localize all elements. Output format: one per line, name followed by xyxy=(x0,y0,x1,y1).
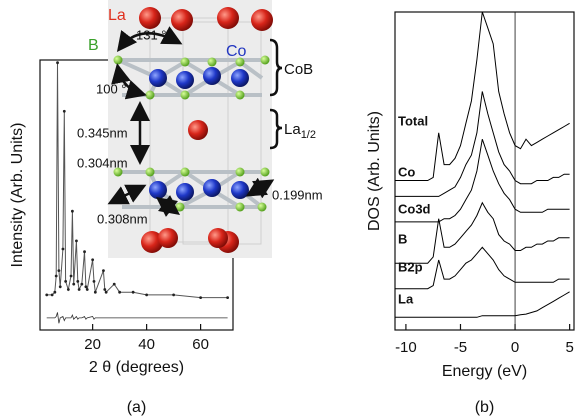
distance-label: 0.304nm xyxy=(77,155,128,170)
data-point xyxy=(84,285,88,289)
data-point xyxy=(226,296,230,299)
data-line xyxy=(395,139,570,223)
layer-label: CoB xyxy=(284,61,313,78)
series-label: Co xyxy=(398,164,415,179)
layer-label-main: La xyxy=(284,121,301,138)
angle-label: 131 ° xyxy=(136,27,167,42)
y-axis-label: DOS (Arb. Units) xyxy=(366,111,383,231)
data-point xyxy=(131,290,135,294)
x-axis-label: 2 θ (degrees) xyxy=(89,359,184,376)
data-point xyxy=(56,61,59,65)
co-atoms xyxy=(149,67,249,201)
panel-label: (a) xyxy=(127,399,147,416)
series-label: Co3d xyxy=(398,201,431,216)
data-point xyxy=(50,293,54,297)
data-point xyxy=(70,209,74,213)
la-atoms xyxy=(139,7,273,253)
layer-label: La1/2 xyxy=(284,121,316,141)
data-point xyxy=(69,274,73,278)
x-tick-label: 60 xyxy=(192,336,209,353)
data-point xyxy=(91,258,95,262)
data-point xyxy=(83,250,86,254)
arrows xyxy=(107,26,283,217)
x-tick-label: 0 xyxy=(511,339,519,356)
angle-label: 100 ° xyxy=(96,81,127,96)
crystal-structure: La B Co 131 ° 100 ° CoB La1/2 0.345nm 0.… xyxy=(77,0,323,258)
plot-frame xyxy=(394,11,575,331)
data-point xyxy=(118,290,122,294)
data-point xyxy=(57,269,61,272)
distance-label: 0.199nm xyxy=(272,187,323,202)
data-point xyxy=(92,280,96,283)
data-point xyxy=(53,290,57,294)
y-axis-label: Intensity (Arb. Units) xyxy=(9,123,26,268)
panel-label: (b) xyxy=(475,399,495,416)
data-point xyxy=(85,288,89,291)
data-line xyxy=(395,91,570,197)
x-tick-label: -10 xyxy=(395,339,417,356)
data-point xyxy=(76,280,80,283)
data-point xyxy=(77,288,81,291)
x-tick-label: 5 xyxy=(565,339,573,356)
data-point xyxy=(75,239,78,243)
x-tick-label: -5 xyxy=(454,339,467,356)
series-label: Total xyxy=(398,113,428,128)
x-axis-label: Energy (eV) xyxy=(442,363,527,380)
data-point xyxy=(172,293,176,297)
data-point xyxy=(62,109,66,113)
data-line xyxy=(395,201,570,264)
x-tick-label: 20 xyxy=(84,336,101,353)
data-point xyxy=(112,282,116,286)
data-point xyxy=(145,293,149,297)
data-point xyxy=(93,290,97,294)
data-line xyxy=(395,246,570,290)
data-point xyxy=(104,290,108,294)
data-point xyxy=(103,288,107,291)
data-point xyxy=(66,288,70,291)
cob-bracket xyxy=(269,38,283,97)
b-label: B xyxy=(88,37,99,54)
panel-b: -10 -5 0 5 Total Co Co3d B B2p La Energy (eV) DOS (… xyxy=(366,11,575,416)
data-point xyxy=(72,282,76,286)
data-point xyxy=(54,274,58,278)
series-label: B xyxy=(398,231,407,246)
data-point xyxy=(80,282,84,286)
data-line xyxy=(395,12,570,181)
data-point xyxy=(45,293,49,297)
panel-a: 20 40 60 2 θ (degrees) Intensity (Arb. Units… xyxy=(9,59,234,416)
b-atoms xyxy=(113,55,270,212)
data-point xyxy=(61,247,65,251)
data-line xyxy=(46,62,228,299)
la-label: La xyxy=(108,7,126,24)
distance-label: 0.345nm xyxy=(77,125,128,140)
co-label: Co xyxy=(226,43,247,60)
distance-label: 0.308nm xyxy=(97,211,148,226)
data-point xyxy=(64,280,68,283)
series-label: La xyxy=(398,291,414,306)
data-point xyxy=(58,285,62,289)
data-line xyxy=(46,312,228,324)
data-point xyxy=(102,269,105,272)
x-tick-label: 40 xyxy=(138,336,155,353)
la-bracket xyxy=(269,108,283,150)
data-point xyxy=(199,296,203,299)
data-line xyxy=(395,291,570,318)
layer-label-sub: 1/2 xyxy=(301,129,316,141)
series-label: B2p xyxy=(398,259,423,274)
